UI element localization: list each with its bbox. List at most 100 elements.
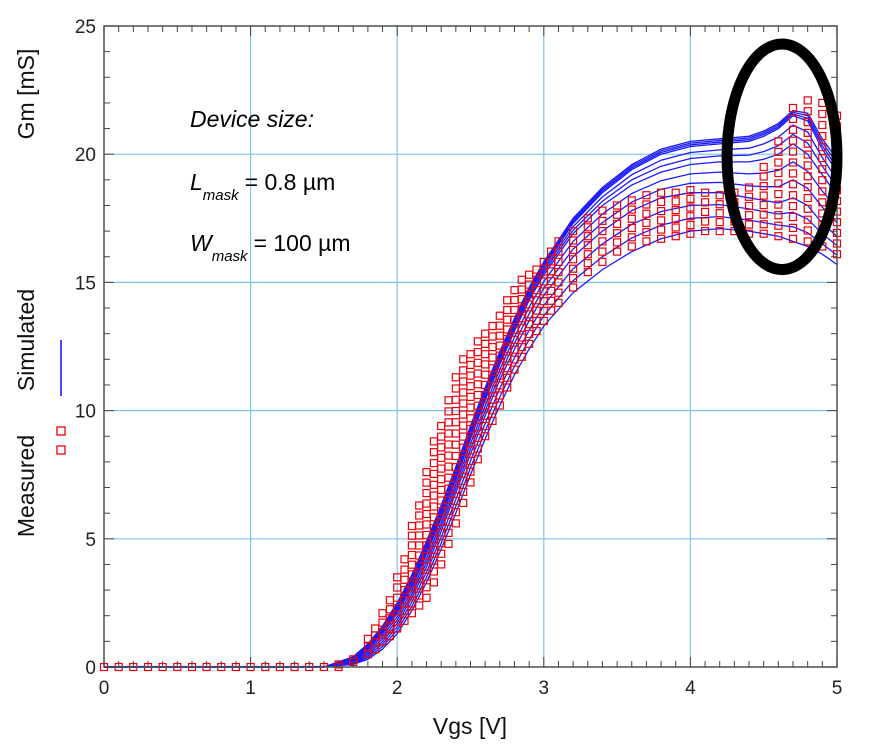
measured-point xyxy=(524,280,534,289)
measured-point xyxy=(473,455,482,464)
measured-point xyxy=(539,316,548,325)
measured-point xyxy=(656,197,666,206)
measured-point xyxy=(656,234,666,243)
measured-point xyxy=(495,391,504,400)
measured-point xyxy=(788,223,798,232)
measured-point xyxy=(744,220,754,229)
simulated-curve xyxy=(104,143,838,668)
measured-point xyxy=(429,491,438,500)
simulated-curve xyxy=(104,227,838,668)
measured-point xyxy=(422,562,431,571)
l-mask-subscript: mask xyxy=(203,187,240,204)
measured-point xyxy=(774,232,783,241)
simulated-curve xyxy=(104,161,838,668)
measured-point xyxy=(759,229,768,238)
measured-point xyxy=(517,352,526,361)
w-mask-symbol: W xyxy=(190,230,214,256)
measured-point xyxy=(715,209,724,218)
legend: Simulated Measured xyxy=(13,289,66,537)
w-mask-value: = 100 µm xyxy=(254,230,351,256)
measured-series xyxy=(99,96,842,672)
measured-point xyxy=(715,218,724,227)
measured-point xyxy=(612,219,622,228)
measured-point xyxy=(788,234,798,243)
simulated-curve xyxy=(104,215,838,668)
measured-point xyxy=(524,290,534,299)
measured-point xyxy=(788,103,798,113)
plot-area xyxy=(104,26,837,667)
measured-point xyxy=(774,221,783,230)
measured-point xyxy=(774,137,783,146)
measured-point xyxy=(568,255,578,264)
x-tick-label: 0 xyxy=(99,678,110,699)
measured-point xyxy=(554,237,563,246)
y-tick-label: 5 xyxy=(85,530,96,551)
measured-point xyxy=(451,373,460,382)
measured-point xyxy=(568,227,578,236)
measured-point xyxy=(818,143,827,152)
measured-point xyxy=(429,513,438,522)
measured-point xyxy=(818,154,827,163)
measured-point xyxy=(422,551,431,561)
measured-point xyxy=(686,212,695,221)
measured-point xyxy=(598,257,607,266)
tick-labels: 0 1 2 3 4 5 0 5 10 15 20 25 xyxy=(75,17,842,699)
measured-point xyxy=(759,210,768,219)
measured-point xyxy=(803,172,812,181)
measured-point xyxy=(459,366,468,375)
measured-point xyxy=(788,125,798,134)
measured-point xyxy=(437,549,446,558)
measured-point xyxy=(774,147,783,156)
measured-point xyxy=(429,448,438,457)
measured-point xyxy=(803,183,812,192)
measured-point xyxy=(429,480,438,489)
measured-point xyxy=(429,523,438,533)
measured-point xyxy=(627,196,636,205)
measured-point xyxy=(466,467,475,476)
measured-point xyxy=(459,498,468,507)
measured-point xyxy=(466,478,475,487)
measured-point xyxy=(803,226,812,235)
measured-point xyxy=(488,416,497,425)
y-tick-label: 25 xyxy=(75,17,96,38)
device-size-annotation: Device size: Lmask = 0.8 µm Wmask = 100 µm xyxy=(190,106,351,265)
legend-measured-label: Measured xyxy=(13,435,39,537)
measured-point xyxy=(803,150,812,159)
measured-point xyxy=(744,211,754,220)
measured-point xyxy=(627,214,636,223)
measured-point xyxy=(803,215,812,224)
measured-point xyxy=(583,214,592,223)
y-tick-label: 15 xyxy=(75,273,96,294)
measured-point xyxy=(429,437,438,446)
measured-point xyxy=(788,158,798,167)
measured-point xyxy=(400,555,409,564)
measured-point xyxy=(642,237,651,246)
legend-measured-marker xyxy=(56,445,66,455)
measured-point xyxy=(481,421,490,431)
measured-point xyxy=(656,207,666,216)
measured-point xyxy=(774,190,783,199)
measured-point xyxy=(818,176,827,185)
measured-point xyxy=(818,109,827,119)
legend-measured-marker xyxy=(56,426,66,436)
measured-point xyxy=(429,567,438,576)
l-mask-annotation: Lmask = 0.8 µm xyxy=(190,169,335,204)
measured-point xyxy=(803,139,812,148)
measured-point xyxy=(554,247,563,256)
measured-point xyxy=(407,609,416,618)
measured-point xyxy=(598,227,607,236)
measured-point xyxy=(554,278,563,287)
measured-point xyxy=(583,250,592,259)
measured-point xyxy=(444,528,453,538)
measured-point xyxy=(546,306,556,315)
measured-point xyxy=(568,264,578,273)
measured-point xyxy=(700,188,710,197)
measured-point xyxy=(774,200,783,209)
measured-point xyxy=(774,168,783,178)
measured-point xyxy=(759,191,768,200)
measured-point xyxy=(459,377,468,386)
measured-point xyxy=(818,132,827,141)
measured-point xyxy=(524,300,534,309)
measured-point xyxy=(818,198,827,207)
measured-point xyxy=(503,373,512,382)
